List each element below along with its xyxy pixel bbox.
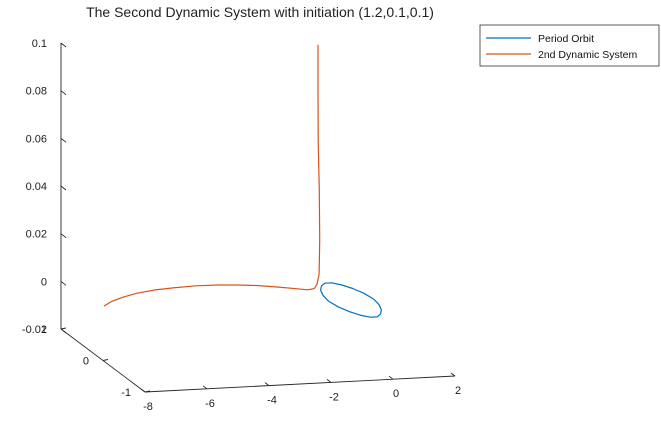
z-tick-label: 0.04 — [26, 181, 47, 193]
x-axis-line — [144, 375, 456, 393]
x-tick-mark — [140, 388, 146, 393]
tick-marks — [60, 42, 456, 393]
z-tick-mark — [60, 328, 67, 334]
y-tick-label: -1 — [121, 387, 131, 399]
z-tick-mark — [60, 233, 67, 239]
y-tick-mark — [144, 390, 151, 393]
legend: Period Orbit 2nd Dynamic System — [479, 24, 660, 67]
x-tick-mark — [388, 375, 394, 380]
series-lines — [103, 44, 382, 318]
series-line-period-orbit — [320, 282, 382, 318]
x-tick-mark — [202, 385, 208, 390]
legend-label-period-orbit: Period Orbit — [538, 33, 594, 45]
x-tick-label: -6 — [205, 398, 215, 410]
z-tick-mark — [60, 280, 67, 286]
y-tick-mark — [102, 359, 109, 361]
z-tick-label: -0.02 — [22, 324, 47, 336]
z-tick-label: 0 — [41, 276, 47, 288]
x-tick-mark — [264, 382, 270, 386]
x-tick-label: 0 — [393, 388, 399, 400]
z-tick-label: 0.06 — [26, 133, 47, 145]
legend-label-2nd-dynamic-system: 2nd Dynamic System — [538, 49, 637, 61]
z-tick-mark — [60, 42, 67, 48]
y-tick-mark — [60, 327, 67, 330]
z-tick-mark — [60, 137, 67, 143]
x-tick-label: -2 — [329, 391, 339, 403]
z-tick-label: 0.08 — [26, 86, 47, 98]
x-tick-label: -4 — [267, 395, 277, 407]
y-tick-label: 1 — [41, 324, 47, 336]
chart-title: The Second Dynamic System with initiatio… — [86, 4, 434, 20]
x-tick-label: 2 — [455, 385, 461, 397]
legend-box — [479, 24, 660, 67]
z-tick-mark — [60, 90, 67, 96]
z-tick-label: 0.1 — [32, 38, 47, 50]
x-tick-label: -8 — [143, 401, 153, 413]
x-tick-mark — [326, 379, 332, 383]
y-tick-label: 0 — [83, 356, 89, 368]
series-line-2nd-dynamic-system — [103, 44, 321, 307]
z-tick-mark — [60, 185, 67, 191]
x-tick-mark — [450, 372, 456, 377]
z-tick-label: 0.02 — [26, 229, 47, 241]
tick-labels: -8 -6 -4 -2 0 2 -1 0 1-0.02 0 0.02 0.04 0.06 0.08 0.1 — [22, 38, 461, 413]
